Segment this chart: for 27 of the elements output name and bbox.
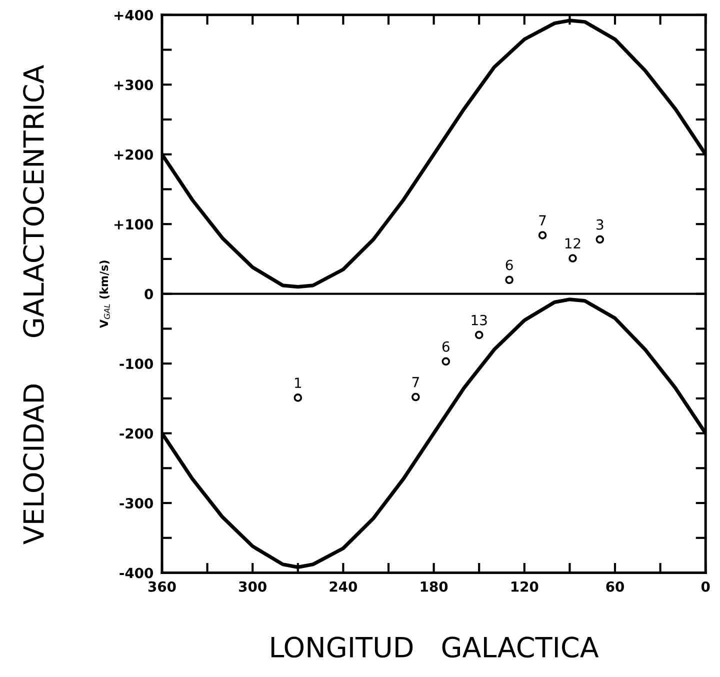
- x-tick-label: 0: [701, 581, 710, 592]
- annotation: 13: [472, 314, 487, 326]
- annotation: 1: [295, 378, 302, 388]
- x-tick-label: 120: [511, 581, 538, 592]
- y-tick-label: +300: [114, 80, 153, 90]
- annotation: 6: [506, 260, 513, 270]
- x-axis-title: LONGITUD GALACTICA: [271, 636, 599, 658]
- y-tick-label: -300: [120, 498, 154, 508]
- x-tick-label: 300: [239, 581, 266, 592]
- x-tick-label: 360: [148, 581, 176, 592]
- annotation: 7: [412, 377, 419, 388]
- y-axis-title: V$_{GAL}$ (km/s): [100, 260, 110, 328]
- y-tick-label: -200: [120, 428, 154, 439]
- text: VELOCIDAD GALACTOCENTRICA: [23, 64, 44, 544]
- x-tick-label: 180: [420, 581, 448, 592]
- annotation: 6: [442, 341, 450, 352]
- y-tick-label: +100: [114, 219, 153, 230]
- y-tick-label: -100: [120, 358, 154, 370]
- annotation: 12: [565, 238, 580, 248]
- y-tick-label: -400: [120, 568, 154, 578]
- annotation: 3: [596, 219, 604, 230]
- annotation: 7: [539, 215, 546, 226]
- y-tick-label: 0: [144, 288, 154, 300]
- x-tick-label: 60: [606, 581, 624, 592]
- x-tick-label: 240: [330, 581, 358, 592]
- y-tick-label: +400: [114, 10, 153, 20]
- y-tick-label: +200: [114, 149, 153, 160]
